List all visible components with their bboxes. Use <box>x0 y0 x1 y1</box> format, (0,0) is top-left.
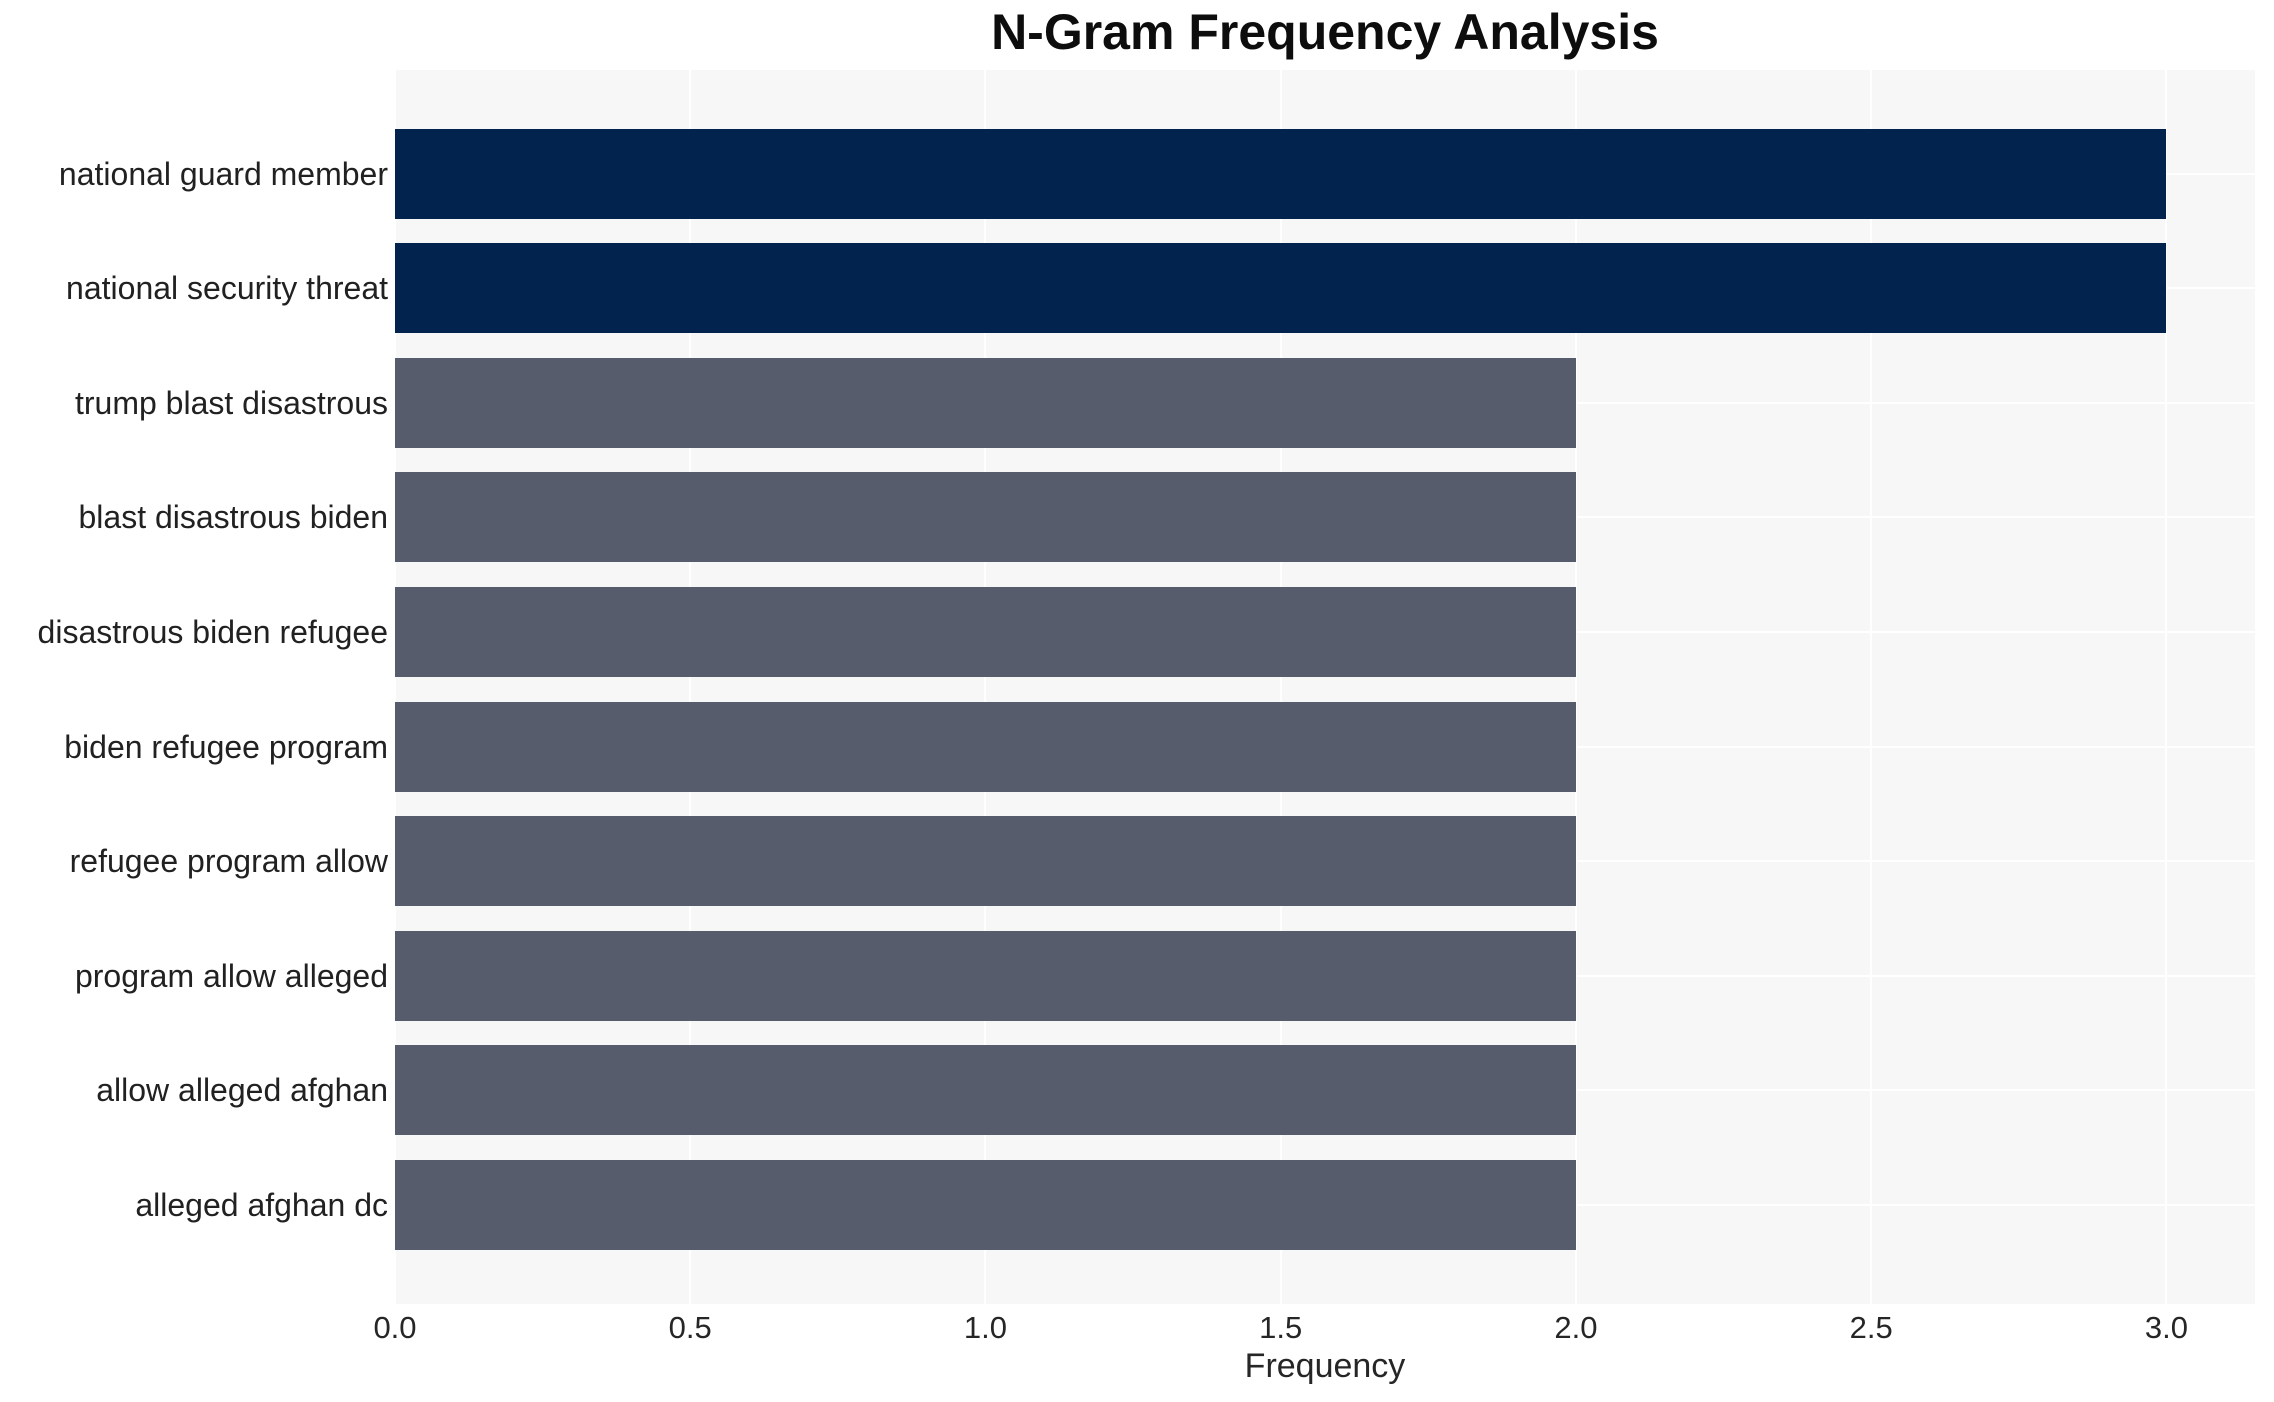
gridline-vertical <box>1574 70 1577 1304</box>
x-tick-label: 1.0 <box>963 1310 1008 1345</box>
gridline-vertical <box>2165 70 2168 1304</box>
bar <box>395 128 2167 219</box>
y-tick-label: refugee program allow <box>69 843 388 880</box>
x-axis-label: Frequency <box>1244 1347 1406 1385</box>
y-tick-label: national guard member <box>58 155 388 192</box>
bar <box>395 1045 1576 1136</box>
bar <box>395 472 1576 563</box>
gridline-vertical <box>1870 70 1873 1304</box>
chart-title: N-Gram Frequency Analysis <box>991 4 1659 60</box>
y-tick-label: trump blast disastrous <box>74 384 388 421</box>
x-tick-label: 0.0 <box>373 1310 417 1345</box>
y-tick-label: allow alleged afghan <box>96 1072 388 1109</box>
bar <box>395 1160 1576 1250</box>
y-tick-label: national security threat <box>66 270 388 307</box>
plot-area <box>395 70 2255 1304</box>
y-tick-label: disastrous biden refugee <box>37 614 388 650</box>
y-tick-label: blast disastrous biden <box>78 499 388 536</box>
gridline-vertical <box>984 70 987 1304</box>
x-tick-label: 2.5 <box>1849 1310 1893 1345</box>
x-tick-label: 3.0 <box>2144 1310 2188 1345</box>
bar <box>395 587 1576 677</box>
x-tick-label: 0.5 <box>668 1310 712 1345</box>
gridline-vertical <box>395 70 396 1304</box>
bar <box>395 930 1576 1021</box>
bar <box>395 243 2167 334</box>
bar <box>395 701 1576 792</box>
y-tick-label: biden refugee program <box>64 728 388 765</box>
bar <box>395 357 1576 448</box>
y-tick-label: alleged afghan dc <box>135 1187 388 1223</box>
x-tick-label: 2.0 <box>1554 1310 1598 1345</box>
x-tick-label: 1.5 <box>1259 1310 1303 1345</box>
gridline-vertical <box>689 70 692 1304</box>
gridline-vertical <box>1279 70 1282 1304</box>
bar <box>395 816 1576 907</box>
y-tick-label: program allow alleged <box>74 957 388 994</box>
